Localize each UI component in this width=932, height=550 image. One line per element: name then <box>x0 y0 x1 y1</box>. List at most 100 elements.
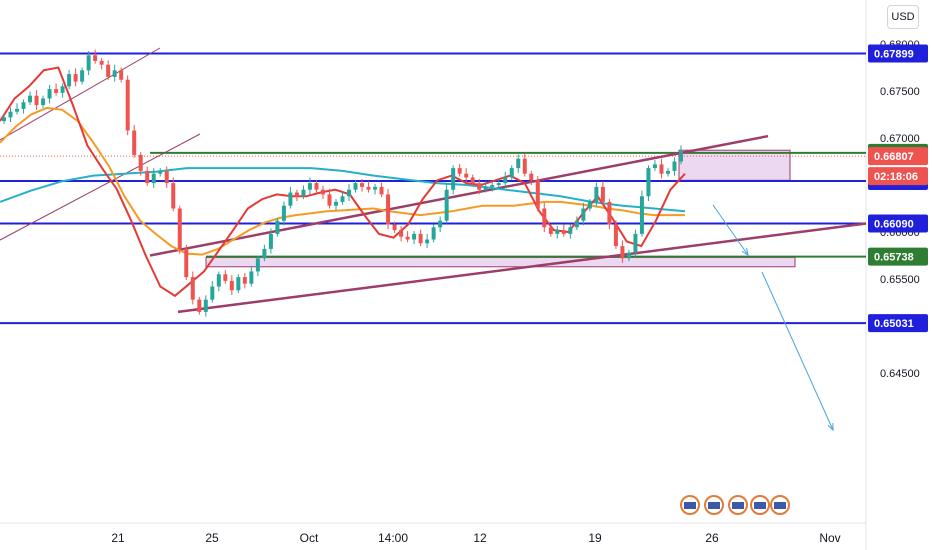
projection-arrow-head <box>741 248 749 257</box>
candle-body <box>496 183 501 185</box>
demand-zone <box>205 256 796 268</box>
price-level-label-bg <box>868 44 928 63</box>
price-level-label: 0.65738 <box>874 252 914 264</box>
candle-body <box>28 95 33 103</box>
candle-body <box>522 158 527 174</box>
price-tick-label: 0.64500 <box>880 368 920 380</box>
candle-body <box>151 173 156 184</box>
candle-body <box>555 230 560 234</box>
currency-button[interactable]: USD <box>887 5 919 29</box>
candle-body <box>477 183 482 190</box>
candle-body <box>158 170 163 174</box>
candle-body <box>672 161 677 171</box>
early-channel-line <box>0 47 161 141</box>
candle-body <box>464 173 469 178</box>
current-price-label-bg <box>868 147 928 166</box>
candle-body <box>275 220 280 234</box>
time-tick-label: 12 <box>473 531 487 545</box>
flag-icon <box>708 502 720 509</box>
time-tick-label: Nov <box>819 531 840 545</box>
candle-body <box>548 227 553 234</box>
current-price-label: 0.66807 <box>874 151 914 163</box>
candle-body <box>138 154 143 171</box>
candle-body <box>340 196 345 202</box>
candle-body <box>184 248 189 278</box>
candle-body <box>399 230 404 237</box>
candle-body <box>412 233 417 240</box>
candle-body <box>307 183 312 190</box>
candle-body <box>99 60 104 65</box>
early-channel-line <box>0 133 201 241</box>
candle-body <box>314 183 319 190</box>
candle-body <box>119 70 124 80</box>
candle-body <box>60 86 65 93</box>
candle-body <box>679 151 683 162</box>
price-level-label: 0.66090 <box>874 219 914 231</box>
candle-body <box>327 194 332 206</box>
candle-body <box>145 170 150 184</box>
projection-arrow-head <box>827 422 834 432</box>
time-axis[interactable]: 21 25 Oct 14:00 12 19 26 Nov <box>111 531 840 545</box>
candle-body <box>353 183 358 190</box>
candle-body <box>470 177 475 184</box>
candle-body <box>2 117 6 122</box>
candle-body <box>457 168 462 174</box>
candle-body <box>320 189 325 195</box>
price-level-labels: 0.678990.668420.665430.660900.657380.650… <box>868 44 928 333</box>
candle-body <box>646 168 651 197</box>
candle-body <box>106 64 111 77</box>
candle-body <box>255 258 260 272</box>
candle-body <box>425 239 430 244</box>
moving-average-mid <box>0 106 685 256</box>
candle-body <box>633 233 638 253</box>
candle-body <box>164 170 169 184</box>
candle-body <box>112 70 117 77</box>
candle-body <box>360 183 365 187</box>
flag-icon <box>754 502 766 509</box>
price-tick-label: 0.67000 <box>880 133 920 145</box>
time-tick-label: 19 <box>588 531 602 545</box>
candle-body <box>620 246 625 259</box>
candle-body <box>483 186 488 190</box>
candle-body <box>503 177 508 184</box>
countdown-bg <box>868 167 928 186</box>
candle-body <box>333 201 338 206</box>
time-tick-label: 25 <box>205 531 219 545</box>
candle-body <box>444 189 449 221</box>
candle-body <box>15 108 20 112</box>
candle-body <box>568 227 573 234</box>
time-tick-label: 21 <box>111 531 125 545</box>
candle-body <box>373 186 378 190</box>
candle-body <box>509 168 514 178</box>
candle-body <box>281 205 286 221</box>
candle-body <box>132 130 137 155</box>
candle-body <box>262 248 267 259</box>
candle-body <box>542 208 547 228</box>
countdown-timer: 02:18:06 <box>874 171 918 183</box>
candle-body <box>93 55 98 61</box>
projection-arrow <box>761 271 834 431</box>
candle-body <box>236 277 241 291</box>
price-level-label: 0.67899 <box>874 48 914 60</box>
trend-channel-line <box>149 134 769 257</box>
candle-body <box>574 220 579 228</box>
price-tick-label: 0.65500 <box>880 274 920 286</box>
trend-channel-line <box>177 222 867 314</box>
candle-body <box>451 168 456 190</box>
candle-body <box>21 102 26 109</box>
candle-body <box>561 230 566 234</box>
candle-body <box>652 164 657 169</box>
economic-events[interactable] <box>680 495 790 515</box>
candle-body <box>73 74 78 82</box>
candle-body <box>600 186 605 202</box>
candle-body <box>67 74 72 87</box>
candle-body <box>405 236 410 240</box>
projection-arrow <box>712 204 749 256</box>
candle-body <box>659 164 664 174</box>
flag-icon <box>774 502 786 509</box>
candle-body <box>177 208 182 249</box>
price-level-label: 0.65031 <box>874 318 914 330</box>
flag-icon <box>684 502 696 509</box>
candle-body <box>34 95 39 106</box>
